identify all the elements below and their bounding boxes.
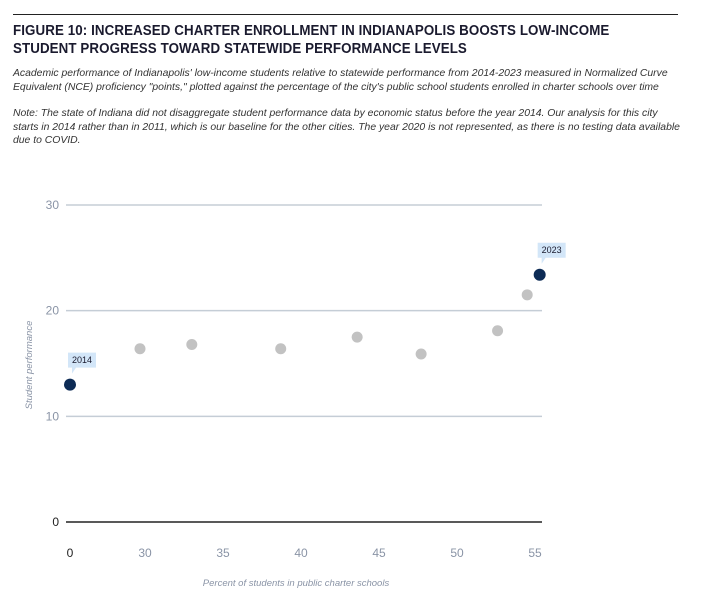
x-tick-label: 45 bbox=[372, 546, 386, 560]
grid-lines bbox=[66, 204, 542, 523]
callout-label: 2014 bbox=[72, 355, 92, 365]
y-tick-label: 30 bbox=[46, 198, 60, 212]
highlight-point bbox=[533, 268, 546, 281]
y-axis-ticks: 0 10 20 30 bbox=[46, 198, 60, 529]
callouts: 2014 2023 bbox=[68, 242, 566, 374]
data-point bbox=[521, 289, 533, 301]
callout-2023: 2023 bbox=[537, 242, 566, 264]
x-axis-ticks: 0 30 35 40 45 50 55 bbox=[67, 546, 542, 560]
callout-2014: 2014 bbox=[68, 352, 96, 374]
figure-title: FIGURE 10: INCREASED CHARTER ENROLLMENT … bbox=[13, 23, 610, 57]
y-tick-label: 20 bbox=[46, 304, 60, 318]
data-point bbox=[275, 343, 287, 355]
y-tick-label: 10 bbox=[46, 409, 60, 423]
highlight-point bbox=[64, 378, 76, 391]
data-point bbox=[492, 325, 504, 337]
data-points bbox=[64, 268, 546, 391]
callout-label: 2023 bbox=[542, 245, 562, 255]
x-tick-label: 40 bbox=[294, 546, 308, 560]
figure-subtitle: Academic performance of Indianapolis' lo… bbox=[13, 68, 668, 93]
data-point bbox=[415, 348, 427, 360]
x-tick-label: 30 bbox=[138, 546, 152, 560]
x-axis-title: Percent of students in public charter sc… bbox=[203, 578, 390, 589]
x-tick-label: 35 bbox=[216, 546, 230, 560]
callout-bubble bbox=[68, 352, 96, 374]
figure-note: Note: The state of Indiana did not disag… bbox=[13, 108, 680, 146]
x-tick-label: 55 bbox=[528, 546, 542, 560]
data-point bbox=[351, 331, 363, 343]
x-tick-label: 0 bbox=[67, 546, 74, 560]
data-point bbox=[134, 343, 146, 355]
callout-bubble bbox=[537, 242, 566, 264]
y-tick-label: 0 bbox=[52, 515, 59, 529]
x-tick-label: 50 bbox=[450, 546, 464, 560]
data-point bbox=[186, 338, 198, 350]
top-rule bbox=[13, 14, 678, 15]
y-axis-title: Student performance bbox=[24, 321, 35, 410]
